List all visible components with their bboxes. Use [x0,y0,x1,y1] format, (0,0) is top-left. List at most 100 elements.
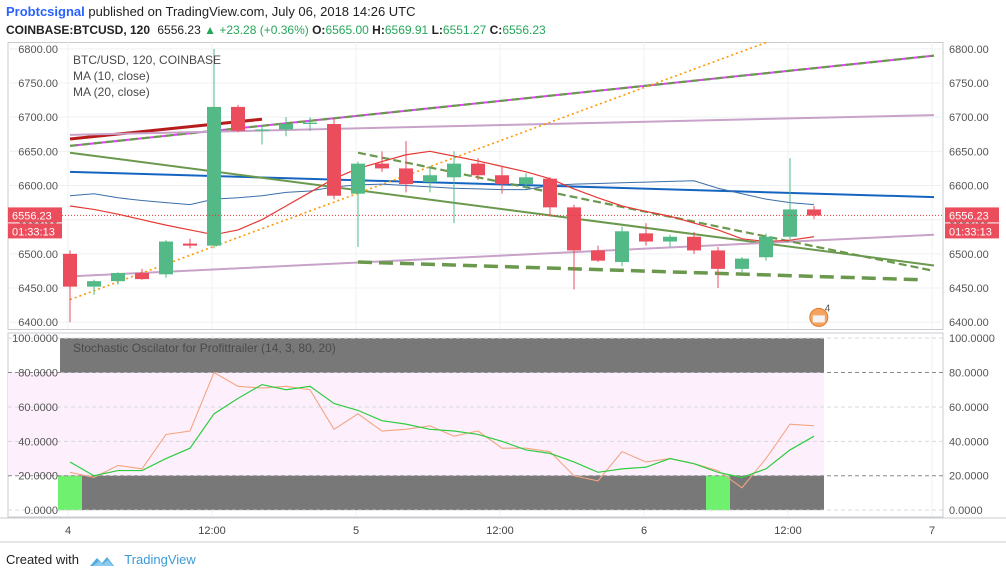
stoch-tick-left: 60.0000 [18,402,58,414]
stoch-k-line [69,383,815,479]
candle-body [591,250,605,261]
price-tick-right: 6500.00 [949,249,989,261]
candle-body [447,163,461,178]
stoch-tick-right: 20.0000 [949,471,989,483]
countdown-badge-text: 01:33:13 [949,226,992,238]
candle-body [231,106,245,131]
candle-body [495,175,509,185]
open-value: 6565.00 [325,23,369,37]
candle-body [807,209,821,216]
candle-body [87,281,101,287]
candle-body [279,124,293,130]
stoch-tick-left: 0.0000 [24,505,58,517]
price-badge-text: 6556.23 [12,210,52,222]
symbol-label: COINBASE:BTCUSD, 120 [6,23,151,37]
close-value: 6556.23 [502,23,546,37]
stoch-tick-right: 100.0000 [949,333,995,345]
countdown-badge-text: 01:33:13 [12,226,55,238]
stoch-tick-right: 60.0000 [949,402,989,414]
price-tick-right: 6650.00 [949,146,989,158]
trendline [357,260,923,282]
price-tick-left: 6500.00 [18,249,58,261]
candle-body [567,207,581,251]
price-tick-right: 6700.00 [949,112,989,124]
trendline [69,42,770,301]
candle-body [327,124,341,196]
stoch-tick-left: 20.0000 [18,471,58,483]
publish-line: Probtcsignal published on TradingView.co… [6,4,416,19]
price-tick-left: 6750.00 [18,78,58,90]
stoch-tick-left: 80.0000 [18,368,58,380]
ma10-line [69,150,815,243]
tradingview-logo-icon [89,556,114,566]
candle-body [711,250,725,269]
candle-body [111,272,125,282]
legend-entry: MA (20, close) [73,85,150,99]
author-link[interactable]: Probtcsignal [6,4,85,19]
event-badge-count: 4 [825,303,831,314]
price-tick-left: 6700.00 [18,112,58,124]
stoch-tick-left: 40.0000 [18,436,58,448]
stoch-tick-right: 80.0000 [949,368,989,380]
open-label: O: [312,23,326,37]
candle-body [471,163,485,176]
price-tick-right: 6450.00 [949,283,989,295]
candle-body [543,178,557,208]
price-tick-right: 6800.00 [949,44,989,56]
time-tick-label: 5 [353,525,359,537]
countdown-badge-left [8,223,62,239]
price-tick-left: 6400.00 [18,317,58,329]
stoch-band-fill [8,372,824,476]
candle-body [351,163,365,194]
legend-entry: BTC/USD, 120, COINBASE [73,53,221,67]
candle-body [399,168,413,185]
time-tick-label: 7 [929,525,935,537]
countdown-badge-right [945,223,999,239]
last-price: 6556.23 [157,23,201,37]
price-tick-left: 6600.00 [18,181,58,193]
close-label: C: [489,23,503,37]
created-with-label: Created with [6,552,79,567]
candle-body [207,106,221,246]
time-tick-label: 6 [641,525,647,537]
candle-body [183,243,197,246]
candle-body [639,233,653,242]
candle-body [687,236,701,251]
candle-body [663,236,677,242]
trendline [69,117,263,141]
candle-body [63,253,77,287]
price-tick-left: 6450.00 [18,283,58,295]
change-value: +23.28 (+0.36%) [219,23,309,37]
candle-body [423,175,437,183]
high-label: H: [372,23,385,37]
trendline [69,233,935,278]
tradingview-link[interactable]: TradingView [124,552,196,567]
time-tick-label: 12:00 [774,525,802,537]
stoch-overbought-block [60,338,824,373]
low-value: 6551.27 [442,23,487,37]
chart-header: Probtcsignal published on TradingView.co… [0,0,1006,42]
stoch-title: Stochastic Oscilator for Profittrailer (… [73,341,336,355]
chart-canvas[interactable]: 6400.00 6400.00 6450.00 6450.00 6500.00 6500.… [0,42,1006,547]
stoch-tick-right: 0.0000 [949,505,983,517]
price-tick-right: 6750.00 [949,78,989,90]
price-tick-left: 6800.00 [18,44,58,56]
event-icon-flag [812,315,825,323]
footer: Created with TradingView [6,552,196,568]
time-tick-label: 4 [65,525,71,537]
candle-body [375,163,389,169]
price-badge-text: 6556.23 [949,210,989,222]
stoch-tick-right: 40.0000 [949,436,989,448]
price-badge-right [945,207,999,223]
up-arrow-icon: ▲ [204,23,216,37]
candle-body [135,272,149,280]
price-badge-left [8,207,62,223]
candle-body [735,258,749,269]
candle-body [519,177,533,185]
stoch-tick-left: 100.0000 [12,333,58,345]
stoch-oversold-block [60,475,824,511]
low-label: L: [431,23,443,37]
candle-body [255,129,269,131]
price-tick-right: 6400.00 [949,317,989,329]
time-tick-label: 12:00 [198,525,226,537]
